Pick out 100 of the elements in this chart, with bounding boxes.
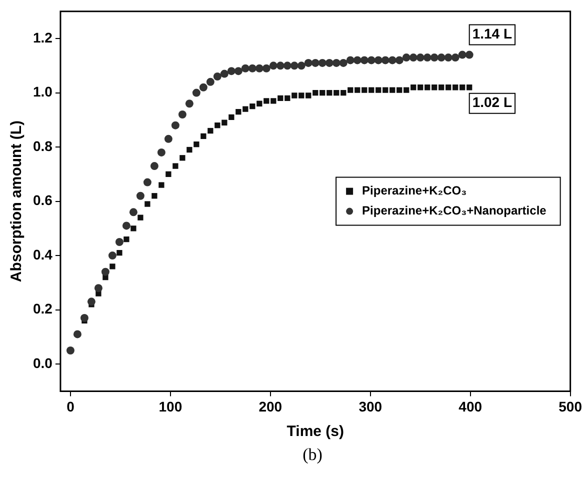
point	[292, 92, 298, 98]
point	[438, 84, 444, 90]
point	[332, 58, 340, 67]
point	[312, 90, 318, 96]
point	[410, 84, 416, 90]
point	[339, 58, 348, 67]
point	[115, 238, 124, 246]
point	[444, 54, 452, 62]
point	[144, 201, 150, 207]
y-tick-label: 0.6	[32, 192, 53, 208]
point	[242, 106, 248, 112]
point	[325, 58, 334, 67]
point	[418, 84, 424, 90]
point	[186, 146, 192, 153]
point	[395, 56, 404, 64]
point	[236, 108, 242, 115]
point	[388, 56, 396, 64]
point	[374, 56, 382, 64]
point	[446, 84, 452, 90]
point	[264, 98, 270, 104]
point	[458, 50, 466, 59]
point	[269, 62, 278, 70]
x-tick-label: 200	[258, 398, 282, 414]
point	[368, 87, 374, 93]
y-tick-label: 0.4	[32, 246, 53, 262]
point	[376, 87, 382, 93]
y-tick-label: 0.2	[32, 300, 53, 317]
point	[164, 134, 172, 143]
point	[276, 62, 284, 70]
point	[214, 122, 220, 128]
point	[409, 54, 418, 62]
point	[152, 193, 158, 199]
point	[452, 84, 458, 90]
point	[437, 54, 446, 62]
point	[423, 54, 432, 62]
point	[362, 87, 368, 93]
y-axis-title: Absorption amount (L)	[8, 120, 26, 282]
point	[430, 54, 438, 62]
point	[284, 95, 290, 102]
point	[283, 62, 292, 70]
x-tick-label: 500	[558, 398, 582, 414]
point	[306, 92, 312, 98]
point	[318, 58, 326, 67]
point	[334, 90, 340, 96]
point	[466, 84, 472, 90]
point	[304, 58, 312, 67]
point	[108, 252, 116, 260]
point	[255, 64, 264, 72]
point	[206, 78, 214, 86]
point	[208, 128, 214, 134]
point	[360, 56, 368, 64]
point	[136, 192, 144, 200]
point	[178, 110, 186, 118]
x-tick-label: 100	[158, 398, 182, 414]
point	[348, 87, 354, 93]
point	[424, 84, 430, 90]
point	[101, 268, 110, 276]
point	[180, 155, 186, 161]
point	[402, 54, 410, 62]
point	[320, 90, 326, 96]
legend-label: Piperazine+K₂CO₃+Nanoparticle	[362, 204, 547, 218]
point	[222, 120, 228, 126]
y-tick-label: 0.0	[32, 354, 53, 371]
point	[290, 62, 298, 70]
point	[432, 84, 438, 90]
y-tick-label: 1.2	[32, 29, 53, 46]
point	[396, 87, 402, 93]
point	[340, 90, 346, 96]
point	[122, 222, 130, 230]
point	[465, 50, 474, 59]
point	[73, 330, 82, 338]
point	[381, 56, 390, 64]
point	[172, 163, 178, 169]
point	[460, 84, 466, 90]
point	[150, 162, 158, 170]
point	[213, 72, 222, 81]
y-tick-label: 1.0	[32, 84, 53, 100]
point	[166, 171, 172, 177]
point	[228, 114, 234, 120]
point	[404, 87, 410, 93]
point	[241, 64, 250, 72]
point	[124, 236, 130, 242]
point	[185, 100, 194, 108]
point	[80, 314, 88, 322]
point	[199, 83, 208, 92]
point	[157, 148, 166, 156]
x-axis-title: Time (s)	[286, 423, 344, 440]
point	[451, 54, 460, 62]
point	[66, 346, 74, 355]
point	[354, 87, 360, 93]
point	[110, 264, 116, 270]
point	[87, 298, 96, 306]
text: (b)	[302, 445, 324, 465]
point	[171, 121, 180, 130]
point	[382, 87, 388, 93]
point	[346, 56, 354, 64]
point	[248, 64, 256, 72]
point	[270, 98, 276, 104]
point	[194, 142, 200, 148]
y-tick-label: 0.8	[32, 138, 53, 154]
